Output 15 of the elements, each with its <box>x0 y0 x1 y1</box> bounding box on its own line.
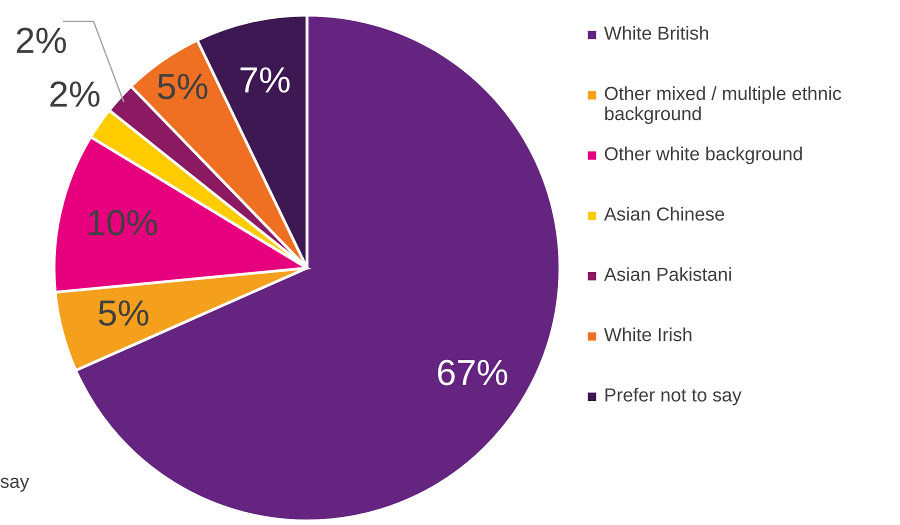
legend-label: Other mixed / multiple ethnic background <box>604 86 842 124</box>
legend-label: White British <box>604 26 708 40</box>
legend-label: White Irish <box>604 328 692 342</box>
legend-label: Other white background <box>604 146 802 164</box>
text: say <box>0 478 30 492</box>
legend-label: Asian Pakistani <box>604 267 731 281</box>
data-label: 67% <box>438 360 508 386</box>
data-label: 10% <box>88 210 157 236</box>
data-label: 5% <box>158 74 208 100</box>
data-label: 7% <box>240 67 290 93</box>
data-label: 5% <box>98 300 148 326</box>
data-label: 2% <box>16 28 66 54</box>
legend-label: Asian Chinese <box>604 206 724 221</box>
data-label: 2% <box>50 81 100 107</box>
legend-label: Prefer not to say <box>606 388 742 406</box>
